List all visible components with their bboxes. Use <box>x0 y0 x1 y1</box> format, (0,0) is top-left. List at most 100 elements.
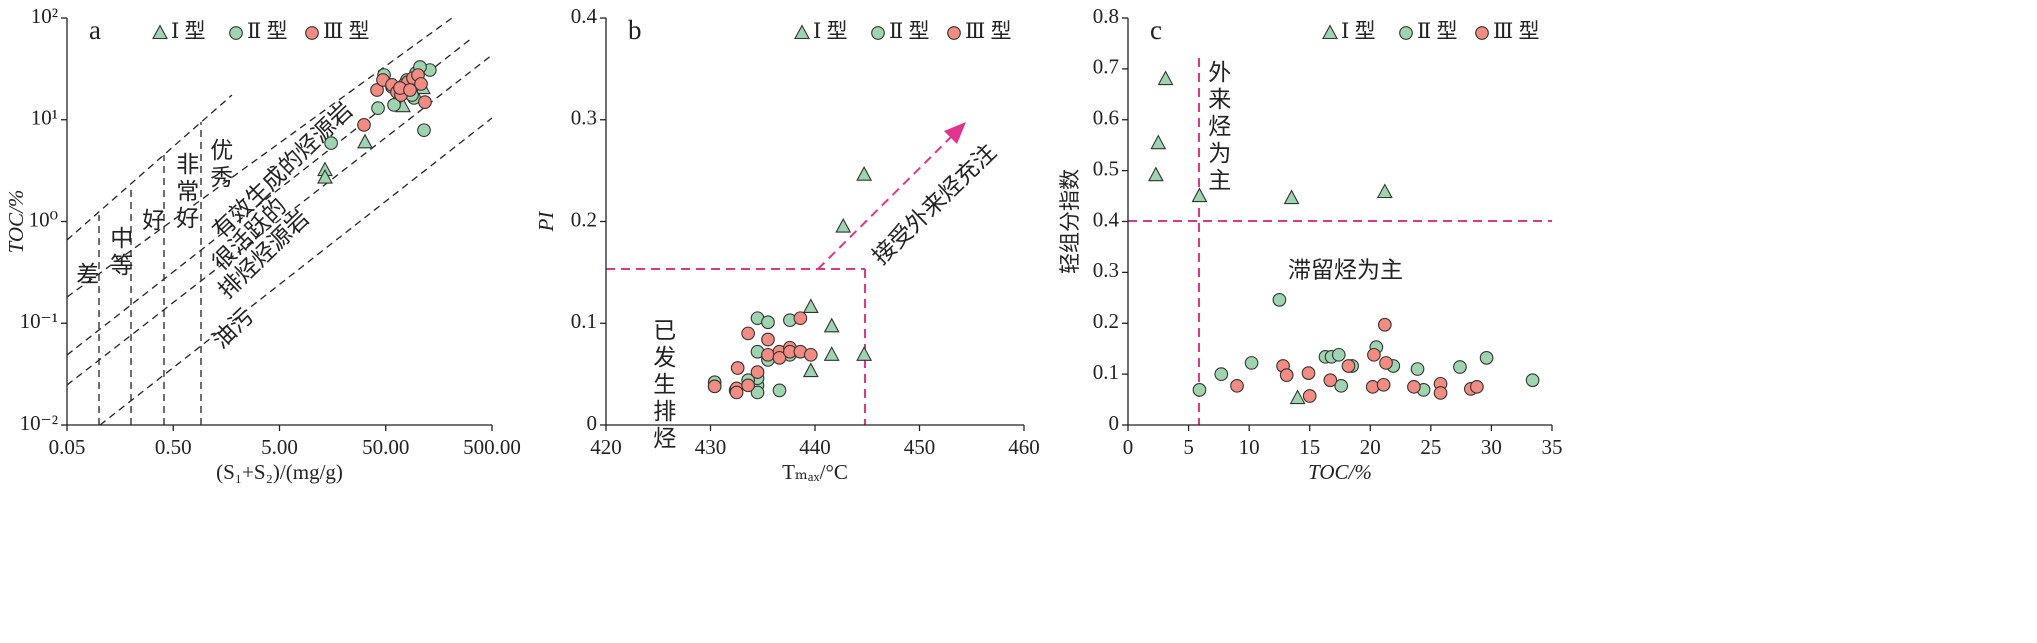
point <box>1341 359 1356 373</box>
y-axis-title: PI <box>534 211 558 233</box>
x-tick-label: 30 <box>1481 435 1502 459</box>
point <box>1150 134 1167 150</box>
point <box>1302 389 1317 403</box>
point <box>750 365 765 379</box>
point <box>1191 187 1208 203</box>
point <box>730 361 745 375</box>
y-tick-label: 0.7 <box>1093 55 1119 79</box>
point <box>1407 379 1421 394</box>
panel-label: a <box>89 15 101 45</box>
legend-marker <box>305 26 319 40</box>
guide-lines-a <box>66 17 493 426</box>
y-tick-label: 10⁻¹ <box>20 309 58 333</box>
legend-label: Ⅰ 型 <box>1341 19 1376 43</box>
point <box>1323 373 1338 388</box>
point <box>370 83 384 97</box>
point <box>1279 368 1294 382</box>
point <box>1214 367 1229 381</box>
point <box>761 315 775 330</box>
legend-label: Ⅰ 型 <box>171 19 206 43</box>
point <box>1244 356 1259 370</box>
legend-marker <box>152 24 168 40</box>
point <box>1147 166 1164 182</box>
point <box>1376 183 1393 199</box>
point <box>772 383 787 398</box>
point <box>1367 347 1381 362</box>
point <box>1525 373 1540 388</box>
annotation: 差 <box>73 262 100 289</box>
point <box>802 362 819 378</box>
point <box>418 95 432 109</box>
x-tick-label: 35 <box>1542 435 1563 459</box>
y-tick-label: 10¹ <box>31 106 58 130</box>
point <box>761 347 775 362</box>
annotation: 非常好 <box>173 152 200 233</box>
legend-marker <box>947 26 961 40</box>
y-tick-label: 10² <box>31 4 58 28</box>
point <box>417 123 431 138</box>
legend-label: Ⅱ 型 <box>1417 19 1458 43</box>
point <box>761 332 775 347</box>
x-tick-label: 420 <box>590 435 622 459</box>
y-tick-label: 0 <box>587 411 598 435</box>
y-tick-label: 0.4 <box>571 4 598 28</box>
x-tick-label: 500.00 <box>463 435 521 459</box>
point <box>803 347 818 362</box>
x-tick-label: 25 <box>1420 435 1441 459</box>
point <box>317 168 333 184</box>
legend-marker <box>1322 24 1338 40</box>
point <box>1376 377 1391 392</box>
guide-lines-c <box>1128 58 1552 425</box>
y-tick-label: 0.1 <box>1093 360 1119 384</box>
x-tick-label: 450 <box>904 435 936 459</box>
x-tick-label: 5 <box>1183 435 1194 459</box>
point <box>371 101 385 116</box>
panel-label: b <box>628 15 642 45</box>
x-tick-label: 430 <box>695 435 727 459</box>
point <box>823 346 840 361</box>
y-tick-label: 0.6 <box>1093 106 1119 130</box>
point <box>741 326 755 341</box>
y-tick-label: 0.3 <box>571 106 597 130</box>
x-tick-label: 50.00 <box>362 435 409 459</box>
guide-lines-b <box>606 122 966 425</box>
point <box>823 317 840 333</box>
point <box>357 133 373 149</box>
y-tick-label: 10⁰ <box>29 207 58 231</box>
y-tick-label: 0.2 <box>571 207 597 231</box>
point <box>414 77 428 91</box>
point <box>357 118 371 132</box>
y-tick-label: 0.4 <box>1093 207 1120 231</box>
y-tick-label: 0.5 <box>1093 156 1119 180</box>
legend-marker <box>229 26 243 40</box>
point <box>1272 292 1287 307</box>
y-axis-title: TOC/% <box>4 190 28 254</box>
x-tick-label: 0.05 <box>49 435 86 459</box>
point <box>324 136 338 150</box>
point <box>1479 350 1494 365</box>
annotation: 优秀 <box>207 138 234 192</box>
y-axis-title: 轻组分指数 <box>1058 169 1082 274</box>
x-tick-label: 460 <box>1008 435 1040 459</box>
x-tick-label: 15 <box>1299 435 1320 459</box>
point <box>741 378 755 393</box>
point <box>802 298 819 314</box>
y-tick-label: 0 <box>1109 411 1120 435</box>
point <box>1230 378 1244 393</box>
legend-label: Ⅱ 型 <box>889 19 930 43</box>
point <box>729 385 744 400</box>
x-axis-title: TOC/% <box>1308 460 1372 484</box>
point <box>1301 366 1316 380</box>
point <box>1289 389 1306 405</box>
legend-marker <box>1475 26 1489 40</box>
legend-marker <box>871 26 885 40</box>
y-tick-label: 10⁻² <box>20 411 58 435</box>
x-axis-title: Tₘₐₓ/°C <box>782 460 848 484</box>
legend-label: Ⅲ 型 <box>965 19 1012 43</box>
legend-label: Ⅲ 型 <box>323 19 370 43</box>
point <box>856 346 873 361</box>
legend-label: Ⅲ 型 <box>1493 19 1540 43</box>
annotation: 外来烃为主 <box>1205 60 1232 195</box>
point <box>835 217 852 233</box>
